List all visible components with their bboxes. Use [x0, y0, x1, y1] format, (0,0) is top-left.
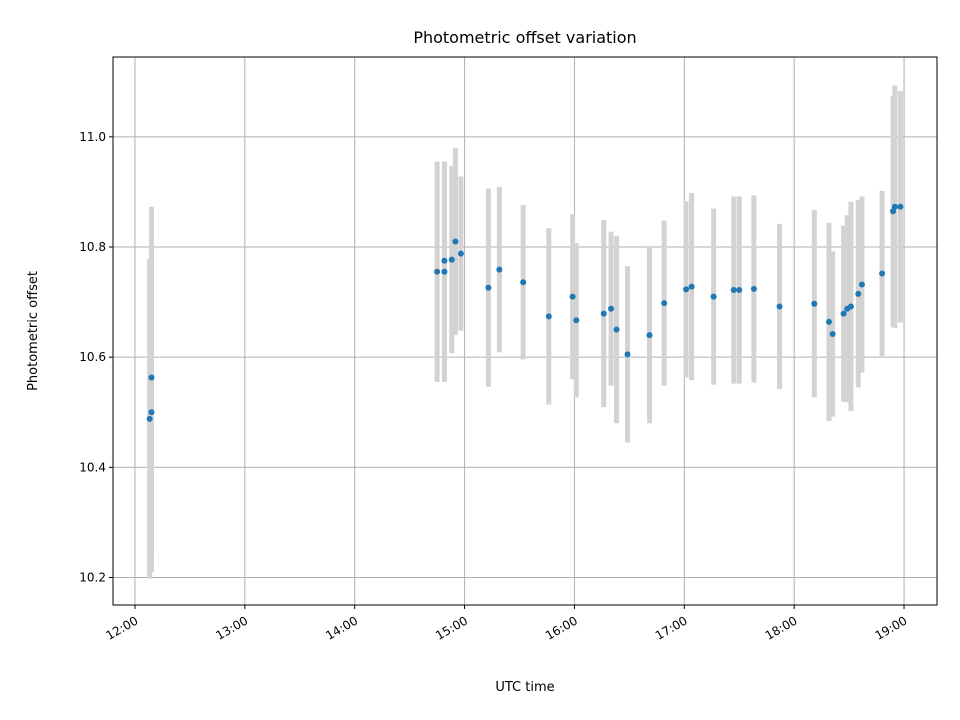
- y-tick-label: 10.4: [79, 460, 106, 474]
- chart-title: Photometric offset variation: [413, 28, 636, 47]
- data-point: [608, 305, 615, 312]
- data-point: [545, 313, 552, 320]
- data-point: [879, 270, 886, 277]
- data-points: [146, 203, 904, 422]
- data-point: [441, 268, 448, 275]
- data-point: [891, 203, 898, 210]
- y-tick-label: 10.6: [79, 350, 106, 364]
- y-tick-label: 10.2: [79, 570, 106, 584]
- data-point: [858, 281, 865, 288]
- data-point: [897, 203, 904, 210]
- data-point: [688, 283, 695, 290]
- data-point: [750, 285, 757, 292]
- data-point: [613, 326, 620, 333]
- y-axis-ticks: 10.2 10.4 10.6 10.8 11.0: [79, 130, 113, 584]
- data-point: [840, 310, 847, 317]
- data-point: [624, 351, 631, 358]
- data-point: [485, 284, 492, 291]
- data-point: [496, 266, 503, 273]
- data-point: [452, 238, 459, 245]
- data-point: [646, 332, 653, 339]
- y-tick-label: 10.8: [79, 240, 106, 254]
- data-point: [434, 268, 441, 275]
- data-point: [811, 300, 818, 307]
- data-point: [683, 286, 690, 293]
- data-point: [520, 279, 527, 286]
- data-point: [730, 286, 737, 293]
- data-point: [825, 318, 832, 325]
- x-axis-label: UTC time: [495, 680, 554, 695]
- data-point: [829, 331, 836, 338]
- data-point: [776, 303, 783, 310]
- plot-frame: [112, 56, 938, 606]
- data-point: [855, 290, 862, 297]
- data-point: [573, 317, 580, 324]
- data-point: [448, 256, 455, 263]
- data-point: [710, 293, 717, 300]
- data-point: [148, 374, 155, 381]
- y-tick-label: 11.0: [79, 130, 106, 144]
- data-point: [600, 310, 607, 317]
- data-point: [569, 293, 576, 300]
- data-point: [457, 250, 464, 257]
- data-point: [148, 409, 155, 416]
- data-point: [146, 415, 153, 422]
- data-point: [847, 303, 854, 310]
- data-point: [661, 300, 668, 307]
- data-point: [441, 257, 448, 264]
- y-axis-label: Photometric offset: [26, 271, 41, 391]
- data-point: [736, 286, 743, 293]
